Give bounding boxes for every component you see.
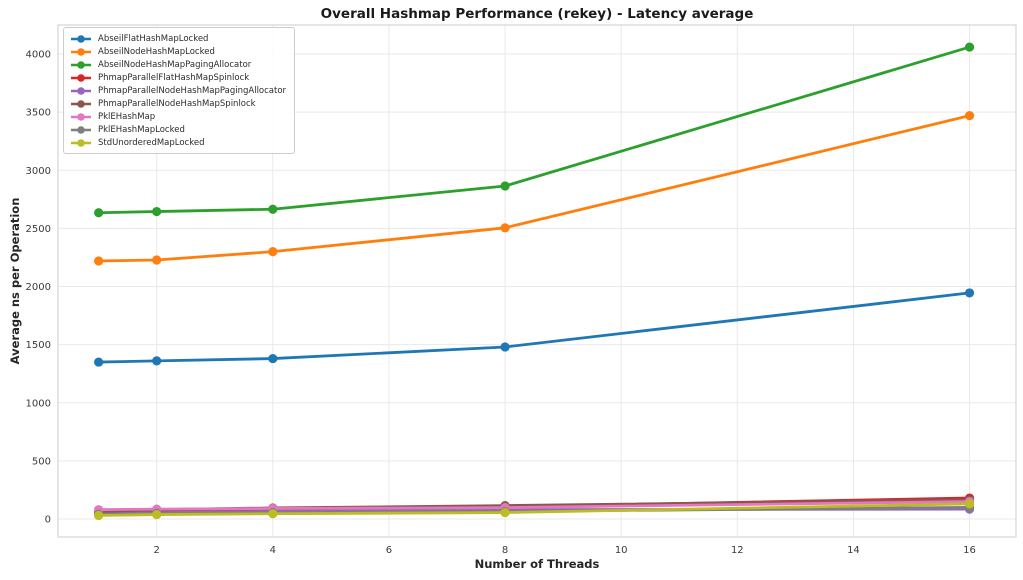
legend-item-AbseilNodeHashMapLocked: AbseilNodeHashMapLocked (70, 45, 286, 58)
legend-marker-icon (71, 47, 91, 56)
legend-label: PhmapParallelNodeHashMapPagingAllocator (98, 85, 287, 96)
x-axis-label: Number of Threads (474, 557, 600, 571)
legend-item-AbseilNodeHashMapPagingAllocator: AbseilNodeHashMapPagingAllocator (70, 58, 286, 71)
data-point-marker (500, 181, 510, 191)
legend-label: AbseilNodeHashMapLocked (98, 46, 215, 57)
x-tick-label: 10 (615, 545, 628, 556)
legend-label: AbseilFlatHashMapLocked (98, 33, 209, 44)
data-point-marker (268, 204, 278, 214)
legend-label: PhmapParallelFlatHashMapSpinlock (98, 72, 250, 83)
legend-marker-icon (71, 99, 91, 108)
data-point-marker (500, 507, 510, 518)
legend-marker-icon (71, 125, 91, 134)
legend-item-PhmapParallelNodeHashMapSpinlock: PhmapParallelNodeHashMapSpinlock (70, 97, 286, 110)
legend-marker-icon (71, 73, 91, 82)
data-point-marker (964, 42, 975, 52)
legend-label: StdUnorderedMapLocked (98, 137, 205, 148)
legend-marker-icon (71, 34, 91, 43)
data-point-marker (500, 223, 510, 233)
x-tick-label: 12 (731, 545, 744, 556)
series-line-AbseilFlatHashMapLocked (97, 291, 971, 364)
legend-item-PhmapParallelNodeHashMapPagingAllocator: PhmapParallelNodeHashMapPagingAllocator (70, 84, 286, 97)
legend-label: PklEHashMap (98, 111, 156, 122)
data-point-marker (152, 509, 162, 520)
data-point-marker (152, 206, 162, 217)
x-tick-label: 8 (502, 545, 508, 556)
chart-title: Overall Hashmap Performance (rekey) - La… (320, 6, 754, 22)
y-tick-label: 1000 (26, 398, 51, 409)
data-point-marker (94, 208, 104, 218)
legend-item-PhmapParallelFlatHashMapSpinlock: PhmapParallelFlatHashMapSpinlock (70, 71, 286, 84)
data-point-marker (964, 111, 975, 121)
y-tick-label: 3000 (26, 166, 51, 177)
legend-item-PklEHashMapLocked: PklEHashMapLocked (70, 123, 286, 136)
plot-border (57, 24, 1017, 538)
legend-marker-icon (71, 60, 91, 69)
legend-label: AbseilNodeHashMapPagingAllocator (98, 59, 252, 70)
legend-label: PklEHashMapLocked (98, 124, 185, 135)
y-tick-label: 4000 (26, 50, 51, 61)
data-point-marker (964, 499, 975, 509)
y-axis-label: Average ns per Operation (8, 197, 22, 365)
data-point-marker (152, 356, 162, 366)
legend-item-PklEHashMap: PklEHashMap (70, 110, 286, 123)
legend-marker-icon (71, 138, 91, 147)
x-tick-label: 4 (270, 545, 276, 556)
data-point-marker (94, 510, 104, 521)
x-tick-label: 16 (963, 545, 976, 556)
x-tick-label: 14 (847, 545, 860, 556)
legend-item-AbseilFlatHashMapLocked: AbseilFlatHashMapLocked (70, 32, 286, 45)
data-point-marker (964, 288, 975, 298)
legend-label: PhmapParallelNodeHashMapSpinlock (98, 98, 256, 109)
y-tick-label: 1500 (26, 340, 51, 351)
y-tick-label: 0 (45, 514, 51, 525)
y-tick-label: 2000 (26, 282, 51, 293)
data-point-marker (268, 247, 278, 257)
data-point-marker (500, 342, 510, 352)
data-point-marker (152, 255, 162, 265)
legend-marker-icon (71, 112, 91, 121)
y-tick-label: 500 (32, 456, 51, 467)
y-tick-label: 3500 (26, 108, 51, 119)
legend-marker-icon (71, 86, 91, 95)
y-tick-label: 2500 (26, 224, 51, 235)
data-point-marker (268, 509, 278, 519)
legend-item-StdUnorderedMapLocked: StdUnorderedMapLocked (70, 136, 286, 149)
data-point-marker (94, 357, 104, 367)
x-tick-label: 6 (386, 545, 392, 556)
data-point-marker (94, 256, 104, 266)
data-point-marker (268, 353, 278, 364)
x-tick-label: 2 (154, 545, 160, 556)
legend: AbseilFlatHashMapLocked AbseilNodeHashMap… (63, 27, 296, 154)
